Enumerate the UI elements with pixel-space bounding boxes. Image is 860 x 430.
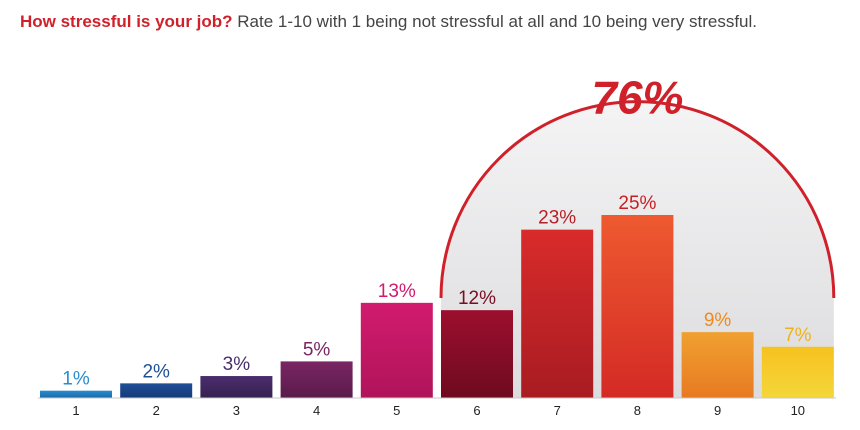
x-tick-label-3: 3 [233,403,240,418]
value-label-6: 12% [458,288,496,309]
x-tick-label-7: 7 [554,403,561,418]
highlight-total-label: 76% [591,72,683,124]
highlight-arc [439,100,836,299]
value-label-5: 13% [378,281,416,302]
x-tick-label-1: 1 [72,403,79,418]
x-tick-label-5: 5 [393,403,400,418]
value-label-4: 5% [303,339,331,360]
bar-3 [200,376,273,398]
value-label-1: 1% [62,369,90,390]
bar-4 [280,361,353,398]
bar-6 [441,310,513,398]
chart-title: How stressful is your job? Rate 1-10 wit… [20,12,757,32]
x-tick-label-8: 8 [634,403,641,418]
value-label-2: 2% [142,361,170,382]
value-label-7: 23% [538,208,576,229]
x-tick-label-4: 4 [313,403,320,418]
x-tick-label-2: 2 [153,403,160,418]
bar-8 [601,215,674,398]
value-label-10: 7% [784,325,812,346]
labels-group: 1%12%23%35%413%512%623%725%89%97%10 [62,193,811,418]
value-label-3: 3% [223,354,251,375]
bar-1 [40,390,112,398]
title-question: How stressful is your job? [20,12,233,31]
bar-7 [521,229,594,398]
x-tick-label-10: 10 [791,403,805,418]
bar-5 [360,302,433,398]
x-tick-label-9: 9 [714,403,721,418]
bars-group [40,215,834,398]
x-tick-label-6: 6 [473,403,480,418]
value-label-8: 25% [618,193,656,214]
bar-9 [681,332,754,398]
bar-10 [761,346,834,398]
bar-2 [120,383,193,398]
value-label-9: 9% [704,310,732,331]
title-instruction: Rate 1-10 with 1 being not stressful at … [237,12,758,31]
